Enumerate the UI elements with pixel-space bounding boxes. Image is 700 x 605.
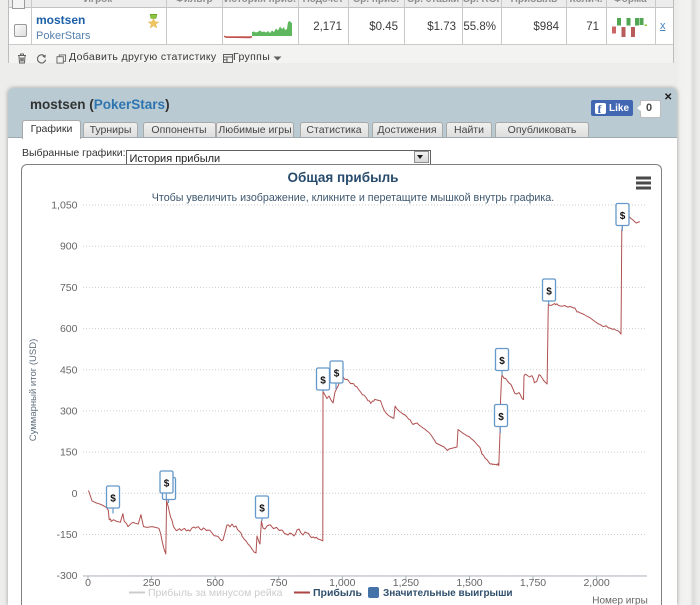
- svg-text:0: 0: [72, 488, 78, 500]
- svg-text:600: 600: [60, 323, 78, 335]
- svg-text:Суммарный итог (USD): Суммарный итог (USD): [28, 339, 39, 441]
- svg-text:1,500: 1,500: [456, 577, 482, 589]
- svg-text:1,750: 1,750: [520, 577, 546, 589]
- svg-text:1,050: 1,050: [51, 200, 77, 212]
- svg-text:900: 900: [60, 241, 78, 253]
- svg-text:750: 750: [60, 282, 78, 294]
- svg-text:1,250: 1,250: [393, 577, 419, 589]
- svg-text:Номер игры: Номер игры: [592, 596, 648, 605]
- svg-text:2,000: 2,000: [583, 577, 609, 589]
- svg-text:$: $: [620, 211, 626, 222]
- svg-text:-150: -150: [56, 529, 77, 541]
- svg-text:Прибыль за минусом рейка: Прибыль за минусом рейка: [148, 587, 283, 599]
- svg-text:$: $: [498, 412, 504, 423]
- svg-text:$: $: [546, 287, 552, 298]
- svg-text:$: $: [164, 479, 170, 490]
- svg-text:1,000: 1,000: [329, 577, 355, 589]
- svg-text:Прибыль: Прибыль: [313, 587, 363, 599]
- svg-text:750: 750: [270, 577, 288, 589]
- svg-text:250: 250: [143, 577, 161, 589]
- svg-text:500: 500: [206, 577, 224, 589]
- svg-text:$: $: [110, 494, 116, 505]
- svg-text:$: $: [259, 504, 265, 515]
- svg-text:Значительные выигрыши: Значительные выигрыши: [383, 588, 513, 599]
- svg-text:$: $: [499, 356, 505, 367]
- svg-text:Общая прибыль: Общая прибыль: [288, 170, 399, 185]
- svg-text:0: 0: [85, 577, 91, 589]
- svg-text:150: 150: [60, 447, 78, 459]
- svg-text:Чтобы увеличить изображение, к: Чтобы увеличить изображение, кликните и …: [152, 192, 554, 204]
- svg-text:$: $: [320, 376, 326, 387]
- svg-text:450: 450: [60, 364, 78, 376]
- svg-text:300: 300: [60, 405, 78, 417]
- svg-text:-300: -300: [56, 570, 77, 582]
- svg-text:$: $: [334, 369, 340, 380]
